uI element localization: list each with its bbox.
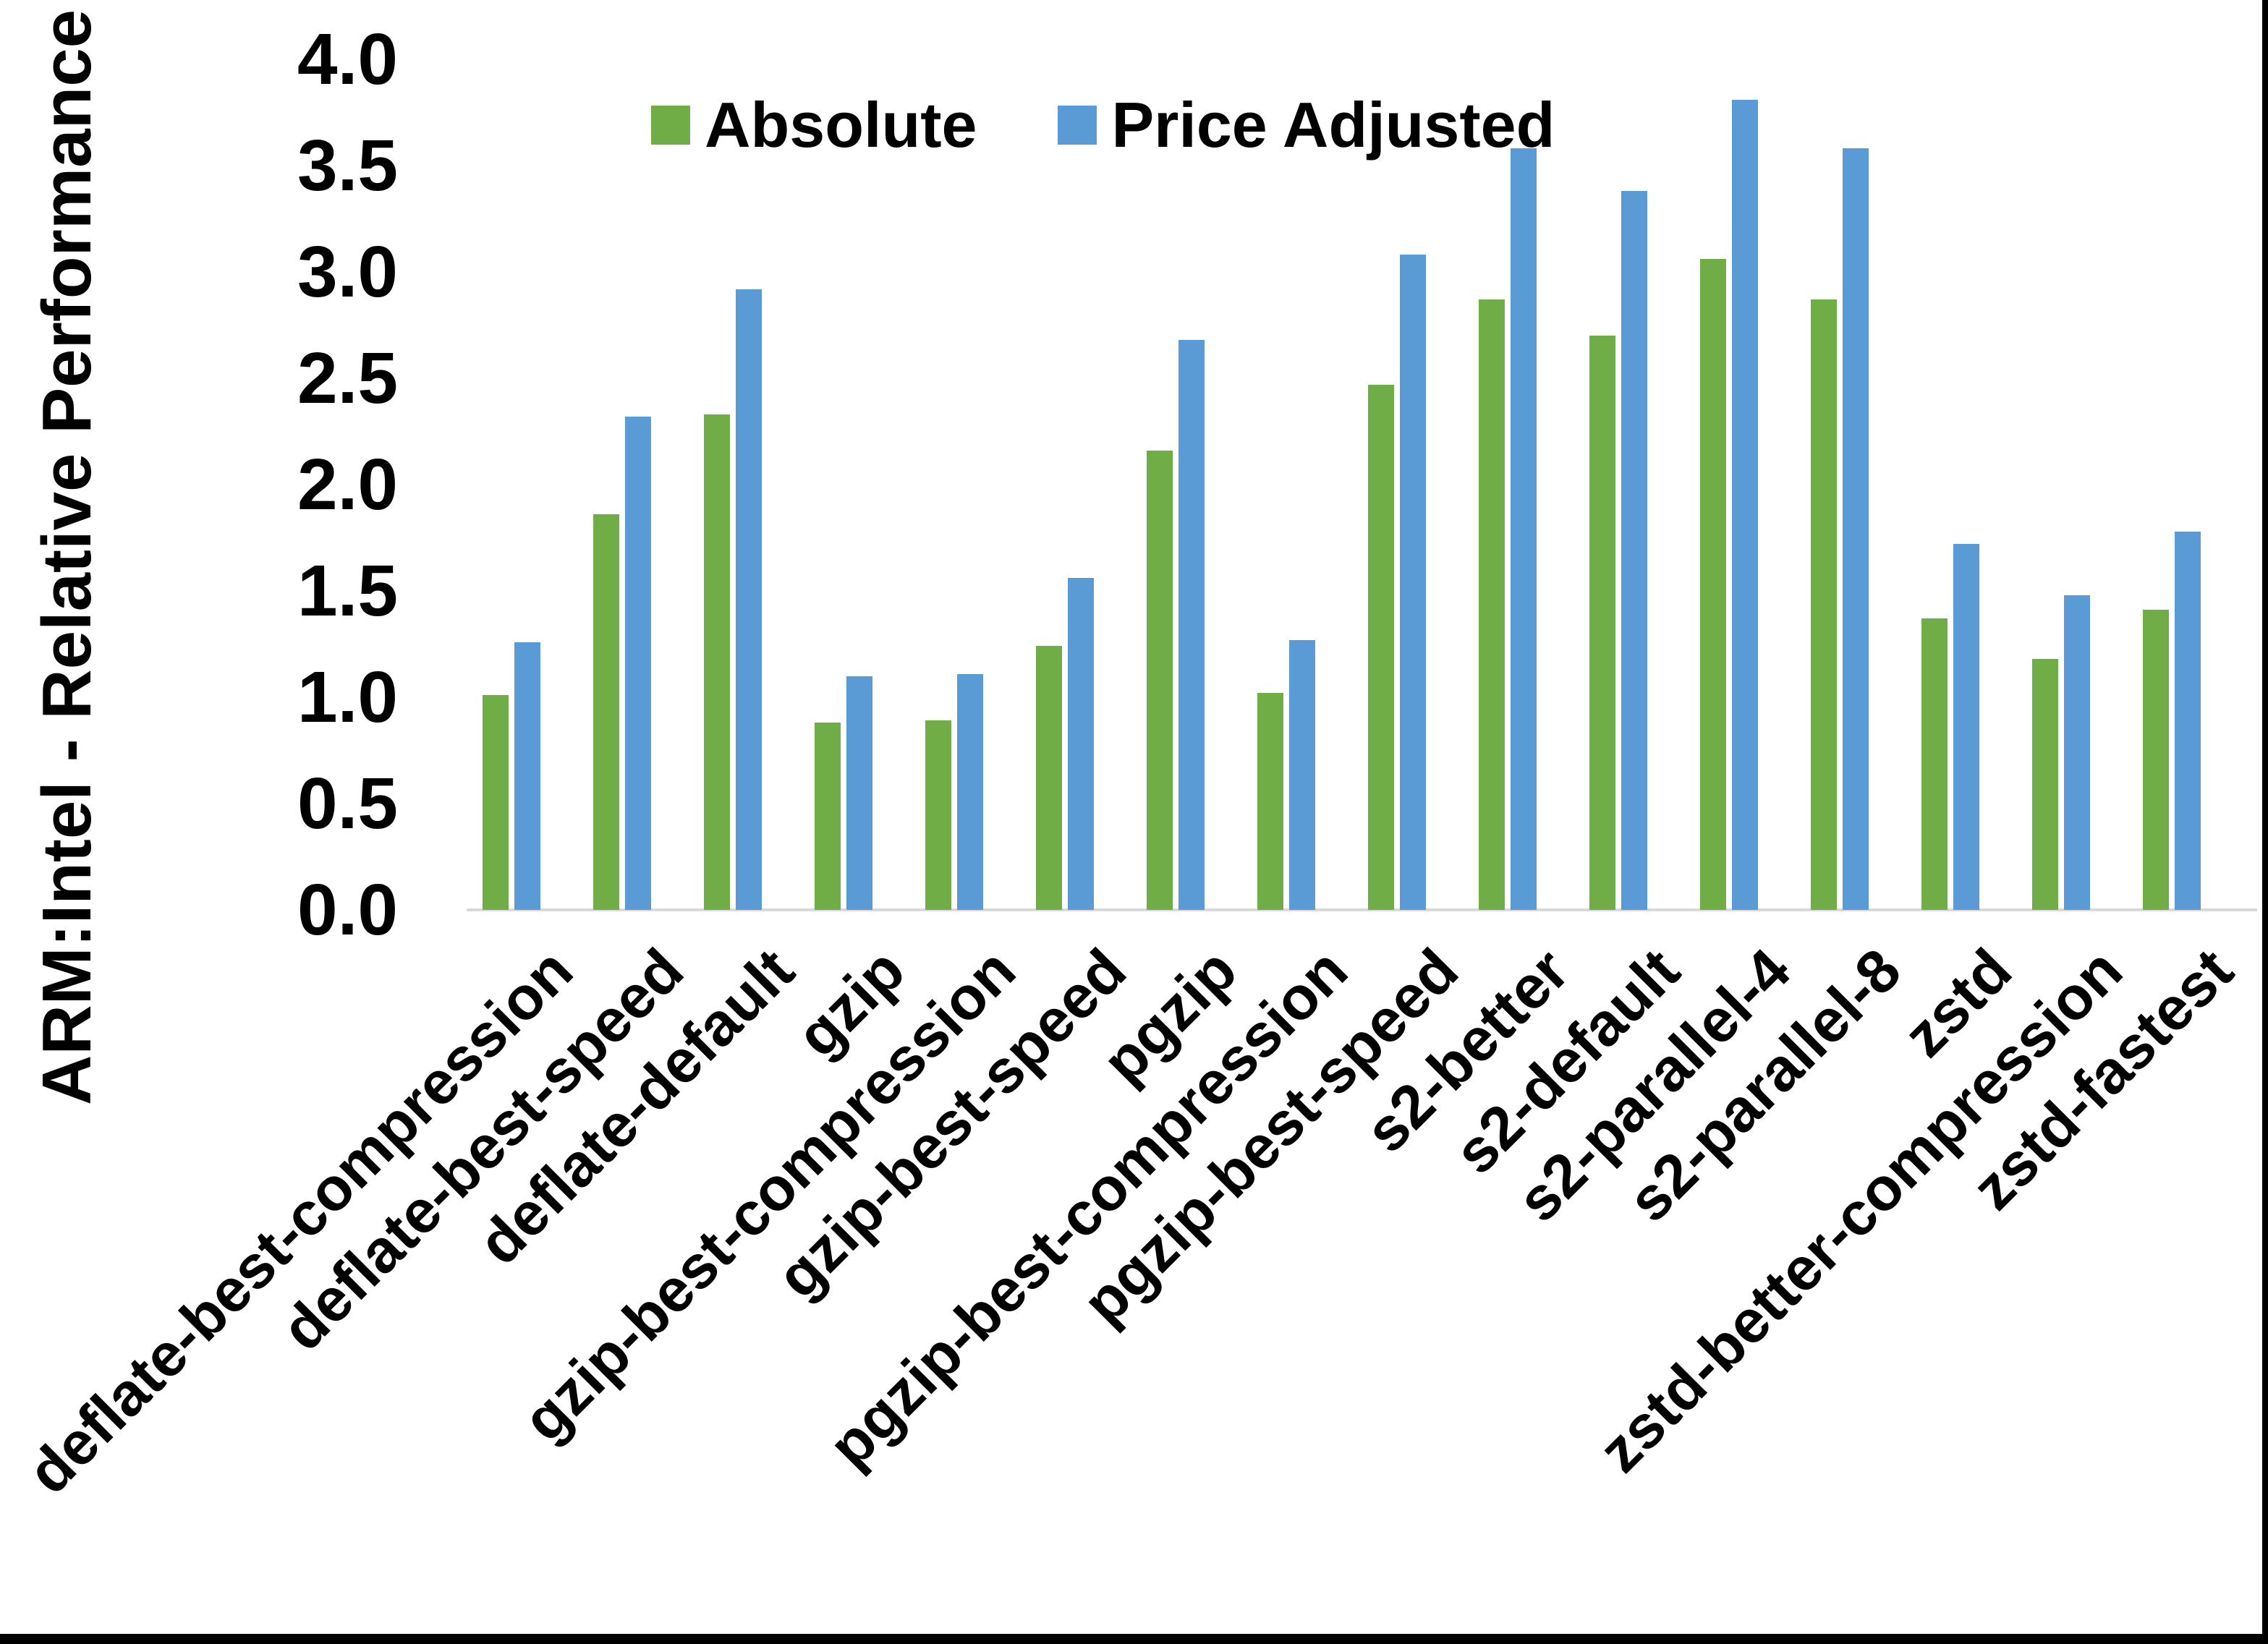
bar-absolute-s2-better xyxy=(1479,299,1505,910)
bar-price-adjusted-pgzip-best-speed xyxy=(1400,255,1426,910)
y-tick-label: 2.0 xyxy=(297,444,398,525)
bar-price-adjusted-pgzip xyxy=(1178,340,1205,910)
bar-price-adjusted-zstd xyxy=(1953,544,1979,910)
y-tick-label: 3.5 xyxy=(297,125,398,206)
bar-absolute-pgzip xyxy=(1147,451,1173,910)
y-tick-label: 4.0 xyxy=(297,19,398,100)
bar-absolute-s2-parallel-4 xyxy=(1700,259,1726,910)
bar-absolute-zstd-better-compression xyxy=(2032,659,2058,910)
bar-absolute-pgzip-best-speed xyxy=(1368,385,1394,910)
bar-absolute-deflate-best-compression xyxy=(483,695,509,910)
legend-entry-price-adjusted: Price Adjusted xyxy=(1058,88,1555,162)
bar-absolute-pgzip-best-compression xyxy=(1257,693,1283,910)
x-axis-line xyxy=(467,908,2257,911)
bar-price-adjusted-deflate-default xyxy=(736,289,762,910)
legend-swatch-absolute xyxy=(651,106,690,145)
legend-entry-absolute: Absolute xyxy=(651,88,977,162)
bar-absolute-gzip xyxy=(815,723,841,910)
y-tick-label: 1.0 xyxy=(297,657,398,738)
bottom-border xyxy=(0,1634,2268,1644)
y-tick-label: 2.5 xyxy=(297,338,398,419)
bar-price-adjusted-deflate-best-compression xyxy=(514,642,540,910)
bar-price-adjusted-gzip-best-compression xyxy=(957,674,983,910)
legend: Absolute Price Adjusted xyxy=(651,88,1555,162)
bar-absolute-s2-default xyxy=(1589,336,1615,910)
bar-price-adjusted-zstd-fastest xyxy=(2175,532,2201,910)
bar-absolute-gzip-best-compression xyxy=(925,720,951,910)
y-tick-label: 0.0 xyxy=(297,869,398,950)
bar-price-adjusted-deflate-best-speed xyxy=(625,417,651,910)
y-tick-label: 1.5 xyxy=(297,550,398,631)
legend-label-price-adjusted: Price Adjusted xyxy=(1111,89,1555,161)
bar-price-adjusted-zstd-better-compression xyxy=(2064,595,2090,910)
bar-absolute-s2-parallel-8 xyxy=(1811,299,1837,910)
bar-price-adjusted-s2-parallel-8 xyxy=(1843,148,1869,910)
y-tick-label: 0.5 xyxy=(297,763,398,844)
y-tick-label: 3.0 xyxy=(297,231,398,312)
bar-absolute-deflate-best-speed xyxy=(593,514,619,910)
bar-absolute-gzip-best-speed xyxy=(1036,646,1062,910)
bar-absolute-deflate-default xyxy=(704,414,730,910)
right-border xyxy=(2262,0,2268,1644)
bar-price-adjusted-s2-default xyxy=(1621,191,1647,910)
bar-price-adjusted-gzip-best-speed xyxy=(1068,578,1094,910)
legend-label-absolute: Absolute xyxy=(705,89,977,161)
bar-price-adjusted-s2-better xyxy=(1511,148,1537,910)
bar-absolute-zstd xyxy=(1921,618,1948,910)
bar-price-adjusted-gzip xyxy=(846,676,872,910)
bar-absolute-zstd-fastest xyxy=(2143,610,2169,910)
legend-swatch-price-adjusted xyxy=(1058,106,1097,145)
bar-price-adjusted-pgzip-best-compression xyxy=(1289,640,1315,910)
bar-price-adjusted-s2-parallel-4 xyxy=(1732,100,1758,910)
